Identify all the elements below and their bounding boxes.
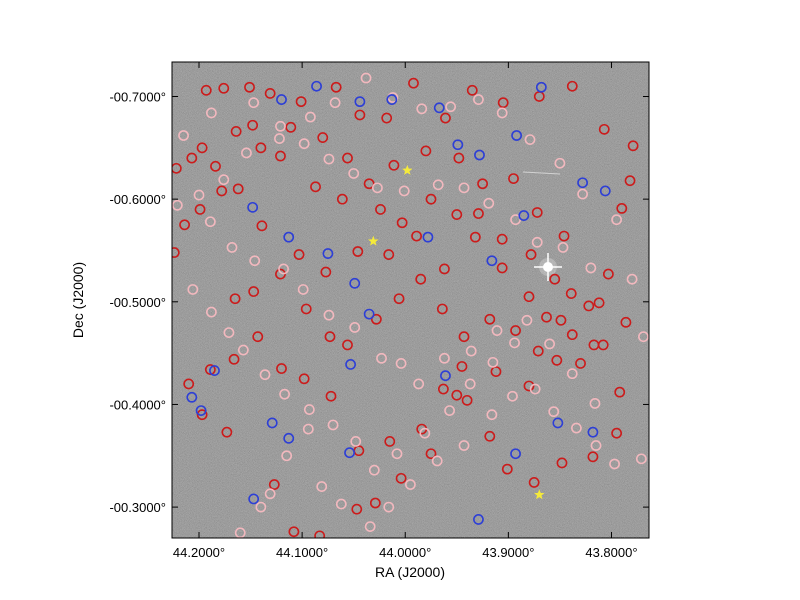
x-tick-label: 43.9000° [482, 545, 534, 560]
y-tick-label: -00.6000° [109, 192, 166, 207]
x-tick-label: 44.2000° [173, 545, 225, 560]
y-tick-label: -00.4000° [109, 397, 166, 412]
x-tick-label: 43.8000° [585, 545, 637, 560]
y-tick-label: -00.5000° [109, 295, 166, 310]
y-axis-label: Dec (J2000) [70, 262, 86, 338]
x-tick-label: 44.0000° [379, 545, 431, 560]
y-tick-label: -00.7000° [109, 89, 166, 104]
x-tick-label: 44.1000° [276, 545, 328, 560]
x-axis-label: RA (J2000) [375, 564, 445, 580]
sky-image [172, 62, 649, 538]
y-tick-label: -00.3000° [109, 500, 166, 515]
